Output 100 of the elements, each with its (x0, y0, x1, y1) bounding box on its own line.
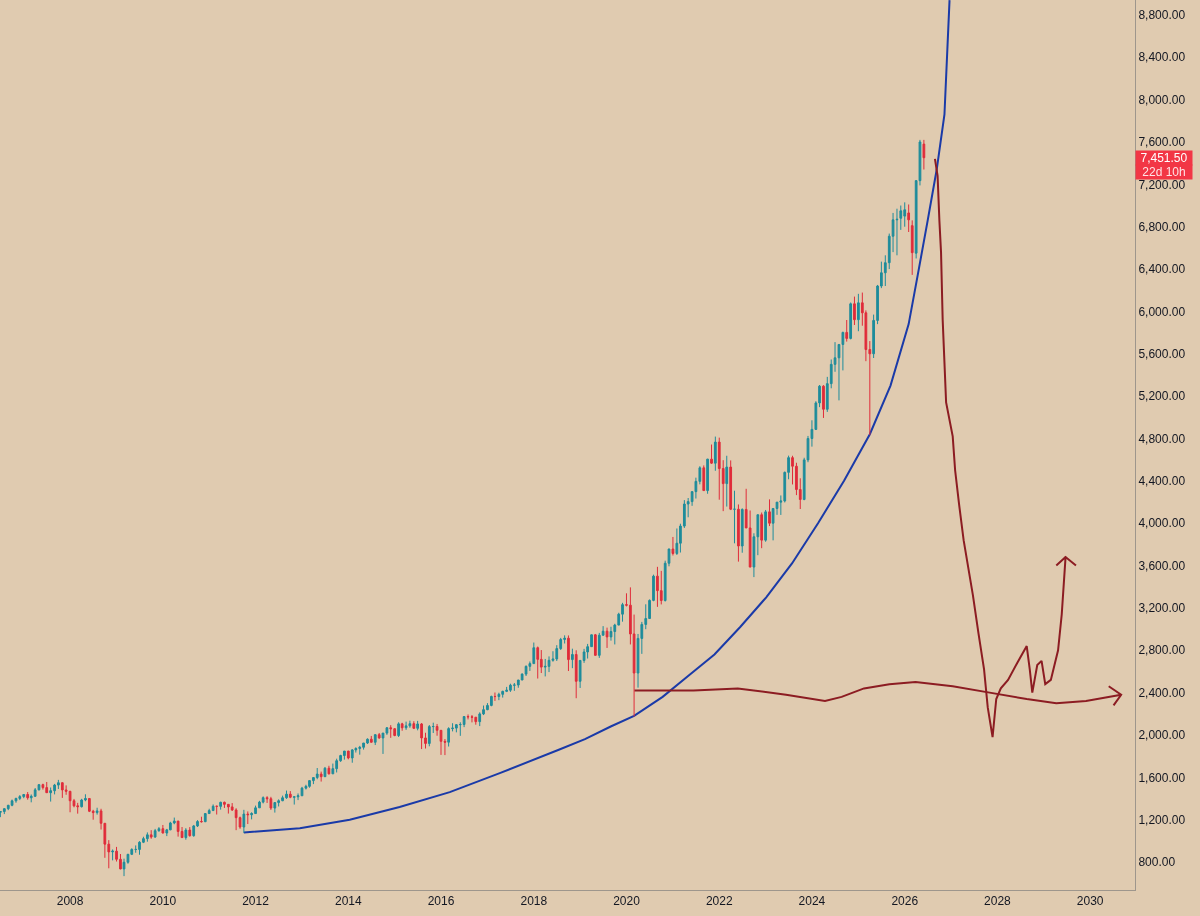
candlestick (215, 805, 219, 815)
candlestick (513, 682, 516, 692)
candlestick (26, 791, 30, 801)
candlestick (397, 721, 400, 738)
x-tick-label: 2008 (56, 894, 84, 909)
candlestick (211, 803, 215, 812)
candlestick (416, 720, 420, 731)
candlestick (2, 807, 6, 815)
y-tick-label: 5,600.00 (1138, 346, 1186, 361)
y-tick-label: 6,400.00 (1138, 262, 1186, 277)
candlestick (331, 763, 335, 775)
text: 7,451.50 (1140, 151, 1188, 165)
candlestick (524, 664, 528, 677)
x-tick-label: 2016 (427, 894, 455, 909)
x-tick-label: 2028 (984, 894, 1012, 909)
candlestick (922, 139, 926, 171)
candlestick (22, 793, 26, 799)
candlestick (609, 626, 613, 642)
y-tick-label: 8,800.00 (1138, 8, 1186, 23)
candlestick (285, 790, 288, 799)
candlestick (571, 648, 574, 669)
candlestick (536, 646, 540, 680)
candlestick (497, 692, 501, 701)
x-tick-label: 2012 (242, 894, 270, 909)
candlestick (768, 498, 771, 527)
x-tick-label: 2018 (520, 894, 548, 909)
candlestick (400, 723, 404, 732)
candlestick (6, 804, 10, 810)
y-tick-label: 2,800.00 (1138, 643, 1186, 658)
candlestick (80, 798, 83, 809)
candlestick (907, 203, 911, 233)
candlestick (501, 690, 505, 699)
candlestick (903, 201, 907, 228)
y-tick-label: 4,800.00 (1138, 431, 1186, 446)
candlestick (161, 824, 165, 834)
candlestick (200, 816, 203, 824)
candlestick (466, 713, 470, 720)
x-tick-label: 2030 (1076, 894, 1104, 909)
candlestick (910, 219, 914, 276)
candlestick (621, 602, 624, 623)
y-tick-label: 1,200.00 (1138, 812, 1186, 827)
candlestick (227, 803, 230, 815)
x-tick-label: 2022 (705, 894, 733, 909)
candlestick (288, 790, 292, 799)
candlestick (57, 779, 60, 790)
y-tick-label: 2,000.00 (1138, 728, 1186, 743)
candlestick (490, 695, 493, 707)
candlestick (146, 831, 149, 843)
candlestick (358, 745, 362, 756)
candlestick (138, 840, 141, 856)
candlestick (725, 455, 729, 508)
x-tick-label: 2026 (891, 894, 919, 909)
candlestick (292, 796, 296, 806)
candlestick (404, 721, 408, 731)
candlestick (323, 766, 327, 778)
candlestick (273, 801, 277, 814)
candlestick (234, 807, 238, 831)
y-tick-label: 4,000.00 (1138, 516, 1186, 531)
candlestick (246, 810, 250, 825)
candlestick (764, 509, 767, 543)
x-tick-label: 2020 (613, 894, 641, 909)
candlestick (567, 634, 570, 672)
y-tick-label: 800.00 (1138, 855, 1176, 870)
candlestick (203, 812, 207, 823)
candlestick (474, 716, 478, 726)
candlestick (733, 490, 736, 544)
candlestick (281, 795, 284, 802)
candlestick (853, 296, 856, 326)
y-tick-label: 3,600.00 (1138, 558, 1186, 573)
candlestick (702, 464, 706, 492)
y-tick-label: 6,800.00 (1138, 219, 1186, 234)
candlestick (188, 826, 192, 838)
candlestick (335, 758, 339, 773)
candlestick (710, 444, 713, 465)
candlestick (315, 767, 319, 780)
candlestick (393, 727, 397, 737)
y-tick-label: 2,400.00 (1138, 685, 1186, 700)
candlestick (737, 503, 740, 563)
candlestick (300, 786, 304, 797)
candlestick (729, 459, 733, 511)
line-series (242, 0, 951, 834)
y-tick-label: 7,600.00 (1138, 135, 1186, 150)
candlestick (18, 794, 22, 801)
y-tick-label: 1,600.00 (1138, 770, 1186, 785)
candlestick (849, 302, 853, 340)
candlestick (369, 735, 373, 743)
candlestick (60, 781, 64, 799)
candlestick (192, 824, 196, 838)
candlestick (389, 724, 393, 739)
candlestick (327, 765, 331, 775)
candlestick (176, 820, 180, 838)
candlestick (659, 570, 663, 605)
candlestick (408, 720, 412, 729)
candlestick (33, 787, 37, 798)
y-tick-label: 6,000.00 (1138, 304, 1186, 319)
text: 22d 10h (1142, 165, 1186, 179)
candlestick (470, 714, 474, 723)
candlestick (412, 720, 416, 730)
candlestick (95, 807, 99, 816)
candlestick (427, 724, 431, 747)
